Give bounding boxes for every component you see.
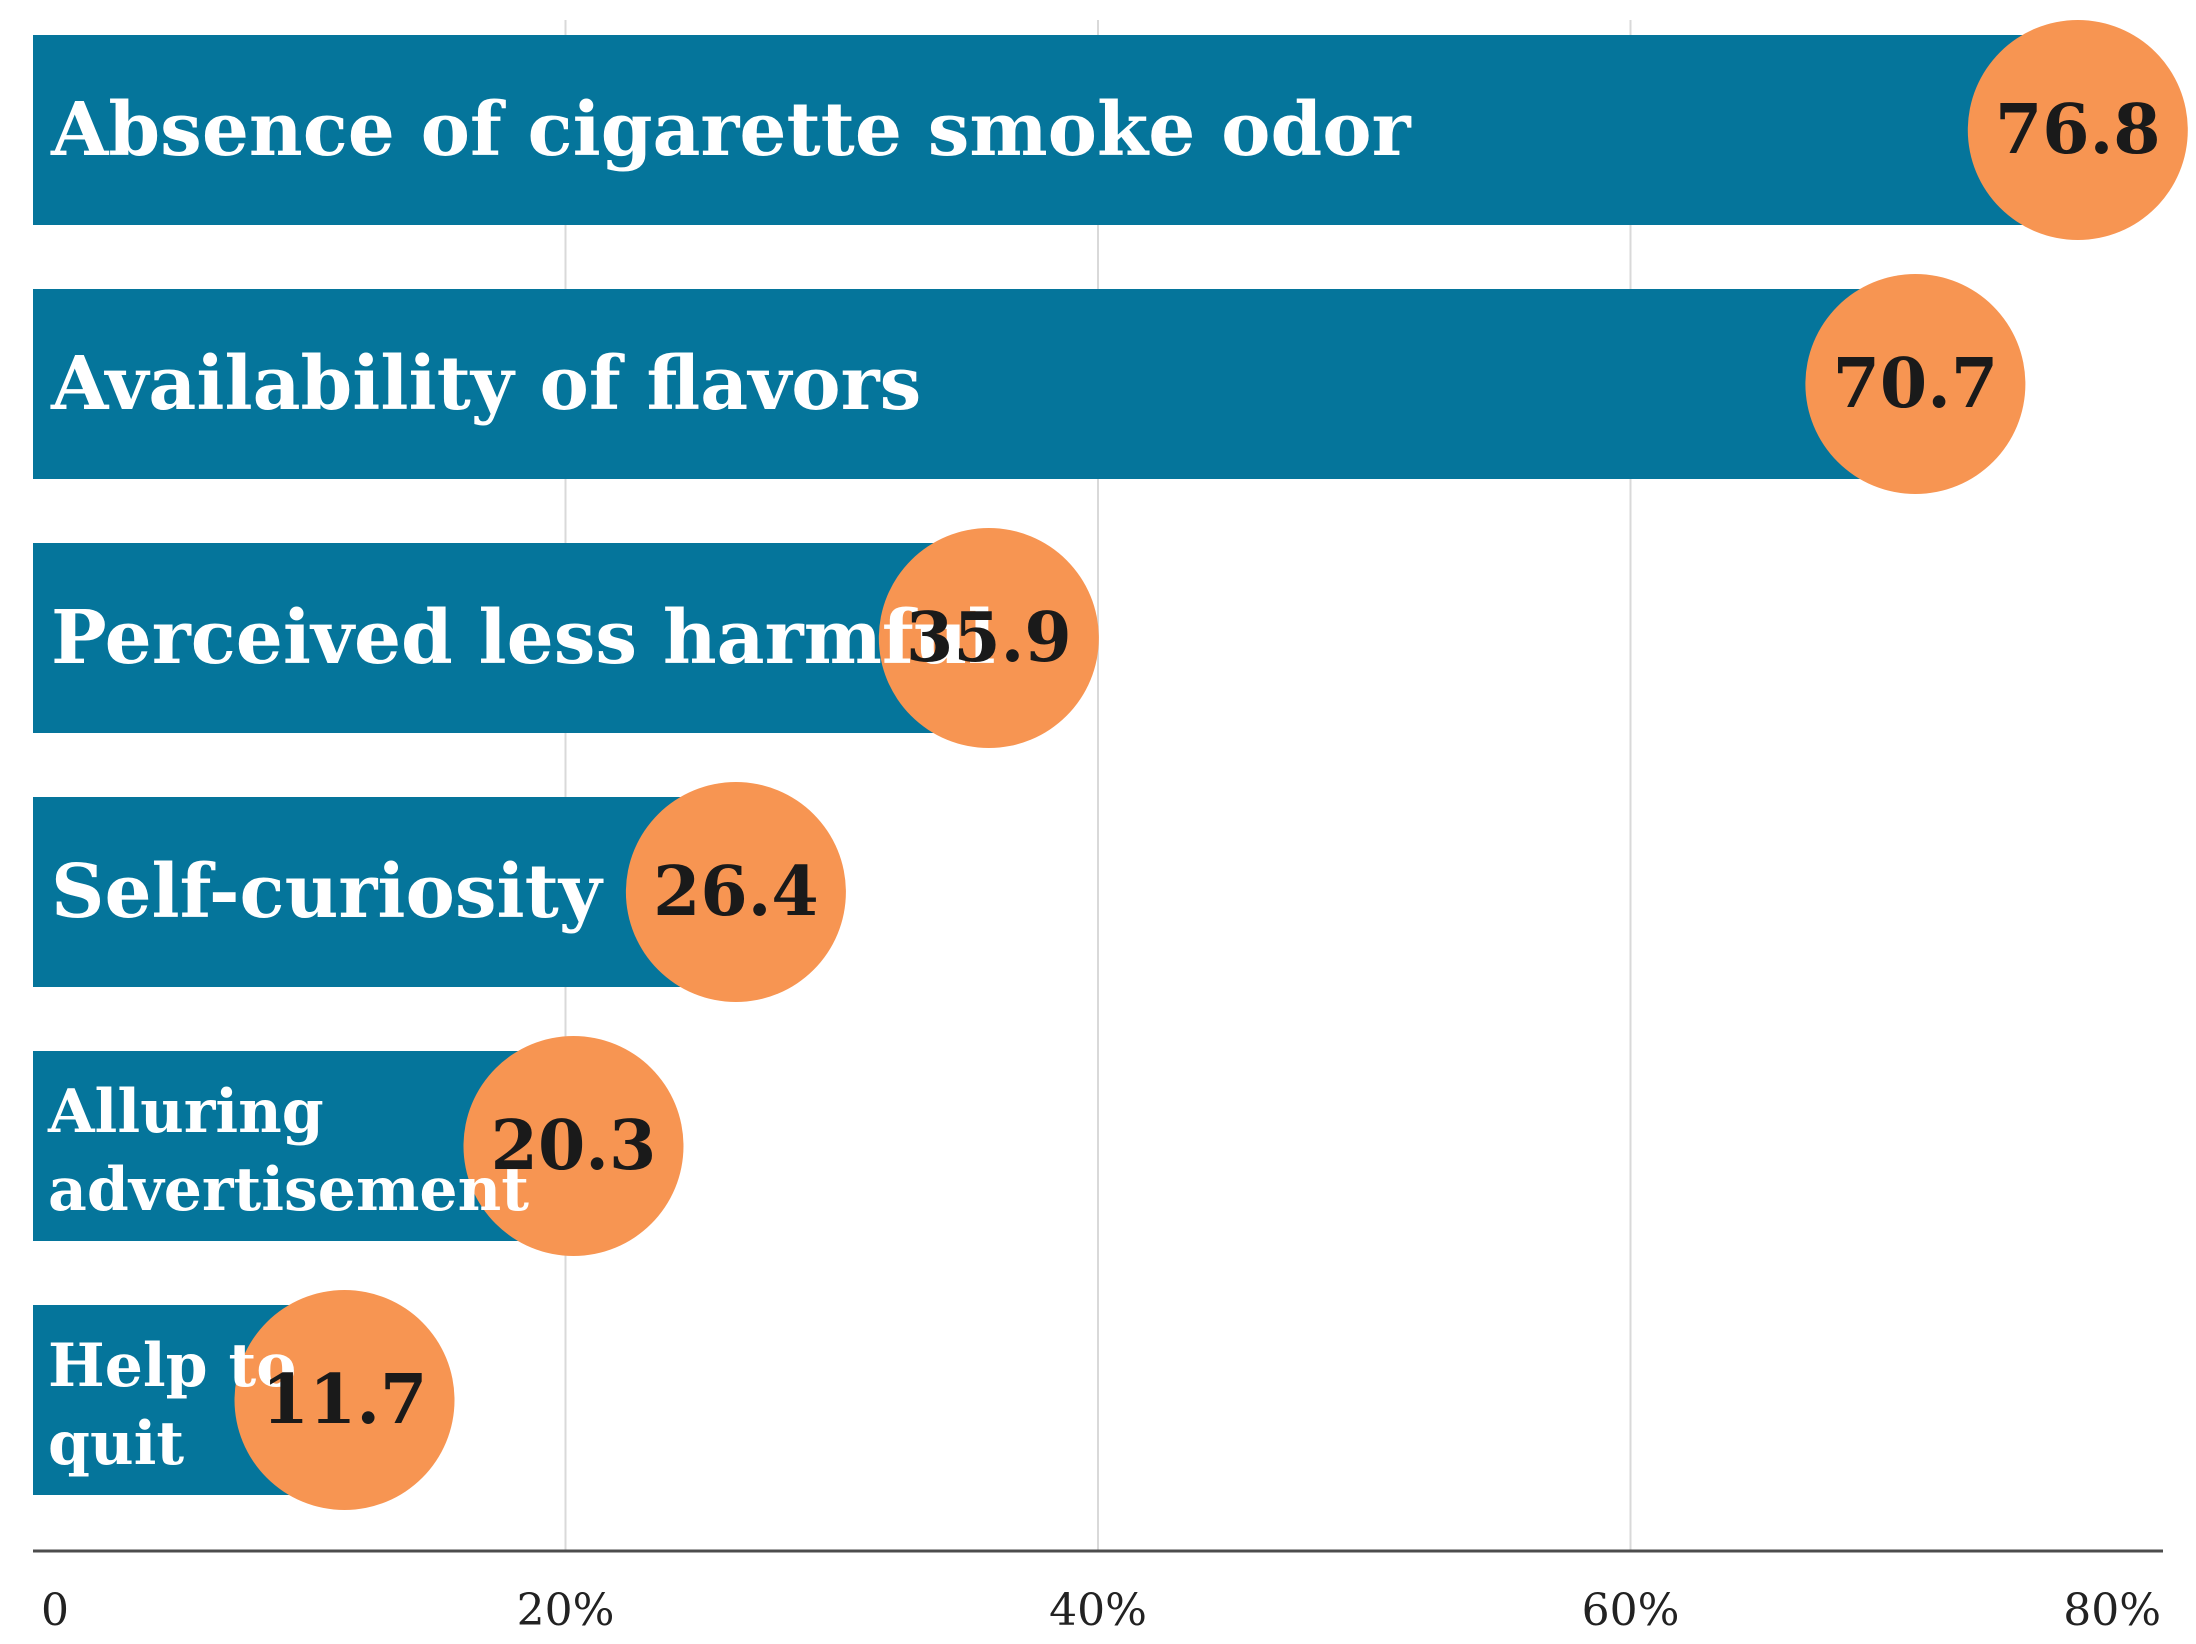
bar-2 [33,289,1916,479]
value-label-5: 20.3 [491,1106,657,1186]
bar-3 [33,543,989,733]
category-label-line: Alluring [47,1077,324,1147]
value-label-6: 11.7 [262,1360,428,1440]
value-marker-4 [625,782,846,1002]
category-label-4: Self-curiosity [51,849,604,935]
value-marker-6 [234,1290,455,1510]
value-marker-1 [1967,20,2188,240]
bar-4 [33,797,736,987]
category-label-6: Help to quit [48,1331,296,1479]
value-label-3: 35.9 [906,598,1072,678]
x-tick-label-80: 80% [2063,1585,2161,1636]
value-label-1: 76.8 [1995,90,2161,170]
bar-layer: Absence of cigarette smoke odor 76.8 Avail… [33,20,2188,1510]
bar-1 [33,35,2078,225]
category-label-1: Absence of cigarette smoke odor [50,87,1412,173]
value-marker-3 [878,528,1099,748]
x-tick-label-0: 0 [41,1585,69,1636]
x-tick-label-20: 20% [517,1585,615,1636]
category-label-2: Availability of flavors [50,341,921,427]
grid-layer [564,20,1632,1551]
category-label-line: quit [48,1409,184,1479]
category-label-line: advertisement [48,1155,529,1225]
value-marker-2 [1805,274,2026,494]
value-label-4: 26.4 [653,852,819,932]
category-label-line: Help to [48,1331,296,1401]
x-tick-label-60: 60% [1582,1585,1680,1636]
x-tick-label-40: 40% [1049,1585,1147,1636]
category-label-3: Perceived less harmful [51,595,996,681]
category-label-5: Alluring advertisement [47,1077,529,1225]
value-marker-5 [463,1036,684,1256]
axis-layer: 0 20% 40% 60% 80% [33,1549,2163,1636]
value-label-2: 70.7 [1833,344,1999,424]
